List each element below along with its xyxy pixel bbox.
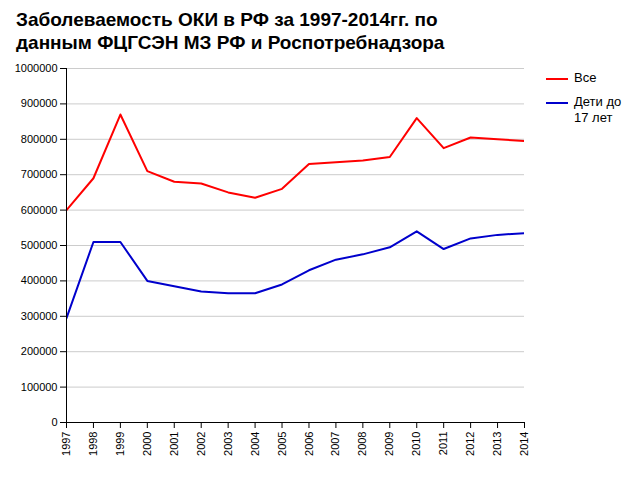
svg-text:2007: 2007 bbox=[329, 432, 341, 456]
svg-text:2013: 2013 bbox=[491, 432, 503, 456]
svg-text:700000: 700000 bbox=[21, 168, 58, 180]
svg-text:2002: 2002 bbox=[195, 432, 207, 456]
svg-text:2009: 2009 bbox=[383, 432, 395, 456]
html-text:Дети до 17 лет: Дети до 17 лет bbox=[574, 94, 622, 125]
svg-text:1997: 1997 bbox=[60, 432, 72, 456]
html-text:Все: Все bbox=[574, 70, 597, 85]
svg-text:2012: 2012 bbox=[464, 432, 476, 456]
svg-text:1999: 1999 bbox=[114, 432, 126, 456]
svg-text:200000: 200000 bbox=[21, 345, 58, 357]
svg-text:800000: 800000 bbox=[21, 133, 58, 145]
svg-text:2010: 2010 bbox=[410, 432, 422, 456]
html-text:Заболеваемость ОКИ в РФ за 199: Заболеваемость ОКИ в РФ за 1997-2014гг. … bbox=[16, 9, 445, 53]
svg-text:2011: 2011 bbox=[437, 432, 449, 456]
svg-text:600000: 600000 bbox=[21, 204, 58, 216]
svg-text:400000: 400000 bbox=[21, 274, 58, 286]
svg-text:2008: 2008 bbox=[356, 432, 368, 456]
svg-text:300000: 300000 bbox=[21, 310, 58, 322]
svg-text:2000: 2000 bbox=[141, 432, 153, 456]
svg-text:100000: 100000 bbox=[21, 381, 58, 393]
svg-text:2004: 2004 bbox=[249, 432, 261, 456]
svg-text:2001: 2001 bbox=[168, 432, 180, 456]
svg-text:500000: 500000 bbox=[21, 239, 58, 251]
svg-text:1998: 1998 bbox=[87, 432, 99, 456]
svg-text:2014: 2014 bbox=[518, 432, 530, 456]
svg-text:900000: 900000 bbox=[21, 97, 58, 109]
svg-text:0: 0 bbox=[51, 416, 57, 428]
svg-text:2003: 2003 bbox=[222, 432, 234, 456]
svg-text:1000000: 1000000 bbox=[15, 62, 58, 74]
svg-text:2005: 2005 bbox=[276, 432, 288, 456]
svg-text:2006: 2006 bbox=[302, 432, 314, 456]
